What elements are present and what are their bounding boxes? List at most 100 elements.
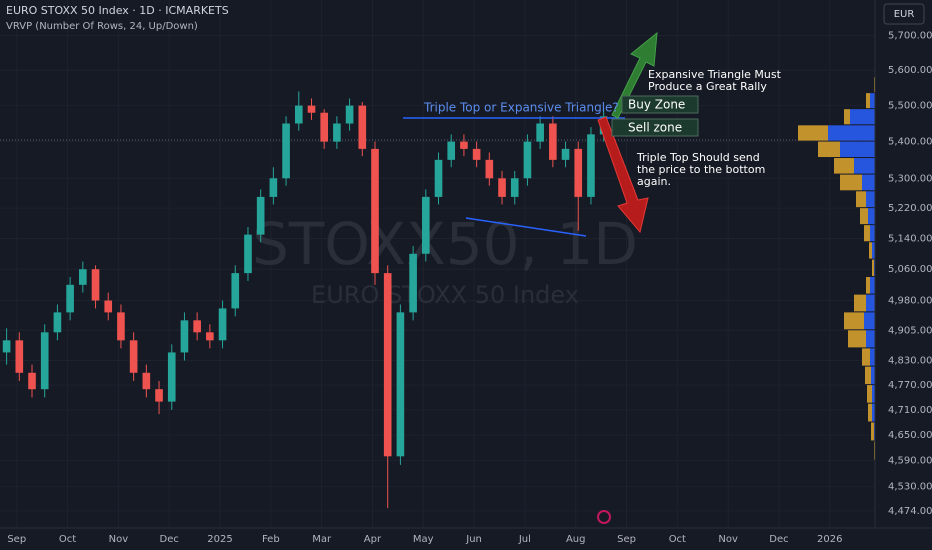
x-tick-label: Jul (518, 534, 531, 545)
candle-body (79, 269, 87, 285)
bear-note: again. (637, 175, 671, 188)
y-tick-label: 4,590.00 (888, 456, 932, 467)
vp-down (856, 191, 866, 208)
x-tick-label: Oct (669, 534, 686, 545)
x-tick-label: Dec (769, 534, 788, 545)
vp-down (844, 109, 850, 125)
y-tick-label: 5,220.00 (888, 203, 932, 214)
candle-body (307, 105, 316, 113)
vp-down (867, 385, 872, 403)
watermark: STOXX50, 1D (252, 210, 638, 278)
y-tick-label: 4,650.00 (888, 430, 932, 441)
chart-title: EURO STOXX 50 Index · 1D · ICMARKETS (6, 4, 229, 17)
candle-body (129, 340, 138, 373)
currency-button[interactable] (883, 3, 925, 25)
candle-body (320, 112, 328, 142)
vp-down (840, 174, 862, 191)
candle-body (104, 300, 113, 313)
candle-body (91, 269, 100, 301)
x-tick-label: Sep (7, 534, 26, 545)
candle-body (231, 273, 240, 309)
candle-body (422, 196, 430, 254)
x-tick-label: Apr (364, 534, 382, 545)
y-tick-label: 4,770.00 (888, 380, 932, 391)
vp-down (834, 158, 854, 174)
y-tick-label: 4,474.00 (888, 506, 932, 517)
x-tick-label: Nov (718, 534, 738, 545)
candle-body (345, 105, 354, 124)
y-tick-label: 5,600.00 (888, 65, 932, 76)
bull-note: Expansive Triangle Must (648, 68, 782, 81)
candle-body (587, 134, 595, 197)
candle-body (155, 389, 163, 402)
vp-down (865, 366, 871, 385)
candle-body (244, 234, 252, 274)
candle-body (536, 123, 544, 142)
candle-body (218, 308, 227, 341)
candle-body (434, 159, 443, 197)
candle-body (282, 123, 290, 179)
candle-body (485, 159, 494, 179)
candle-body (28, 372, 36, 390)
sell-zone: Sell zone (628, 121, 682, 135)
currency[interactable]: EUR (894, 9, 915, 20)
watermark-subtitle: EURO STOXX 50 Index (311, 281, 579, 309)
x-tick-label: Nov (109, 534, 129, 545)
sell-zone-box (611, 118, 699, 137)
x-tick-label: Dec (160, 534, 179, 545)
candle-body (180, 320, 189, 353)
x-tick-label: Oct (59, 534, 76, 545)
candle-body (358, 105, 367, 149)
y-tick-label: 5,060.00 (888, 264, 932, 275)
candle-body (206, 332, 214, 341)
x-tick-label: Mar (312, 534, 332, 545)
x-tick-label: May (413, 534, 434, 545)
candle-body (269, 178, 278, 197)
vp-down (848, 330, 866, 348)
candle-body (117, 312, 125, 341)
candle-body (256, 196, 265, 235)
x-tick-label: Feb (262, 534, 280, 545)
vp-up (828, 125, 880, 141)
candle-body (383, 273, 392, 457)
candle-body (574, 148, 583, 197)
candle-body (510, 178, 519, 197)
vp-down (868, 403, 872, 422)
vp-down (844, 312, 864, 330)
y-tick-label: 4,530.00 (888, 481, 932, 492)
support-line (465, 217, 587, 237)
vp-down (818, 141, 840, 158)
y-tick-label: 5,400.00 (888, 137, 932, 148)
price-axis (875, 0, 932, 550)
indicator-label: VRVP (Number Of Rows, 24, Up/Down) (6, 21, 198, 32)
y-tick-label: 4,980.00 (888, 296, 932, 307)
vp-down (798, 125, 828, 141)
candle-body (53, 312, 62, 333)
candle-body (549, 123, 557, 160)
vp-down (871, 422, 874, 441)
vp-down (869, 242, 872, 259)
candle-body (294, 105, 303, 124)
bear-note: the price to the bottom (637, 163, 765, 176)
y-tick-label: 5,500.00 (888, 101, 932, 112)
candle-body (472, 148, 481, 160)
bear-note: Triple Top Should send (636, 151, 760, 164)
vp-down (860, 208, 868, 225)
candle-body (396, 312, 405, 457)
x-tick-label: 2025 (207, 534, 232, 545)
pattern-question: Triple Top or Expansive Triangle? (423, 101, 619, 115)
y-tick-label: 4,905.00 (888, 325, 932, 336)
vp-down (866, 93, 870, 109)
candle-body (167, 352, 176, 402)
vp-down (854, 294, 866, 312)
vp-up (854, 158, 880, 174)
candle-body (371, 148, 379, 274)
event-icon[interactable] (597, 510, 611, 524)
y-tick-label: 4,710.00 (888, 405, 932, 416)
vp-down (864, 225, 870, 242)
candle-body (460, 141, 468, 149)
y-tick-label: 5,300.00 (888, 173, 932, 184)
